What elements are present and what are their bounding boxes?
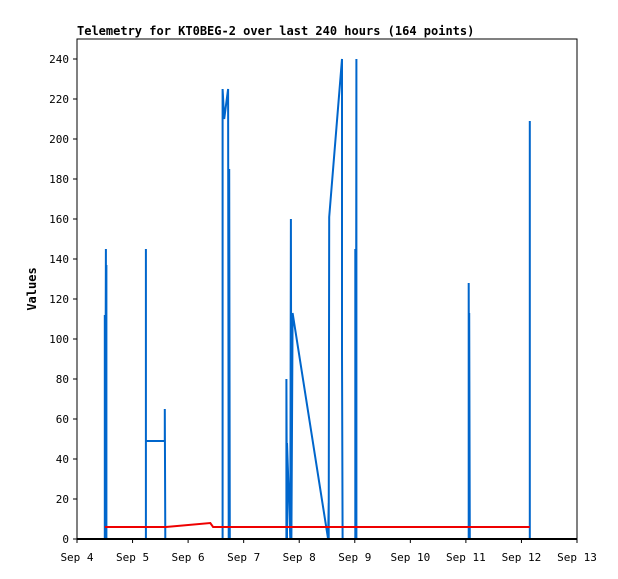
series-line-blue (103, 58, 531, 540)
y-tick-label: 100 (49, 333, 69, 346)
y-axis-label: Values (25, 267, 39, 310)
x-tick-label: Sep 5 (116, 551, 149, 564)
chart-title: Telemetry for KT0BEG-2 over last 240 hou… (77, 24, 474, 38)
y-tick-label: 180 (49, 173, 69, 186)
x-tick-label: Sep 11 (446, 551, 486, 564)
x-tick-label: Sep 13 (557, 551, 597, 564)
y-tick-label: 200 (49, 133, 69, 146)
x-tick-label: Sep 8 (283, 551, 316, 564)
y-tick-label: 80 (56, 373, 69, 386)
plot-frame (76, 38, 578, 540)
axis-ticks: 0 20 40 60 80 100 120 140 160 180 200 220 240 Sep 4 Se… (49, 53, 597, 564)
y-tick-label: 20 (56, 493, 69, 506)
y-tick-label: 0 (62, 533, 69, 546)
x-tick-label: Sep 7 (227, 551, 260, 564)
x-tick-label: Sep 6 (172, 551, 205, 564)
y-tick-label: 60 (56, 413, 69, 426)
y-tick-label: 160 (49, 213, 69, 226)
x-tick-label: Sep 12 (502, 551, 542, 564)
y-tick-label: 240 (49, 53, 69, 66)
y-tick-label: 40 (56, 453, 69, 466)
x-tick-label: Sep 4 (60, 551, 93, 564)
series-line-red (104, 521, 530, 528)
y-tick-label: 120 (49, 293, 69, 306)
x-tick-label: Sep 9 (338, 551, 371, 564)
y-tick-label: 140 (49, 253, 69, 266)
x-tick-label: Sep 10 (390, 551, 430, 564)
y-tick-label: 220 (49, 93, 69, 106)
